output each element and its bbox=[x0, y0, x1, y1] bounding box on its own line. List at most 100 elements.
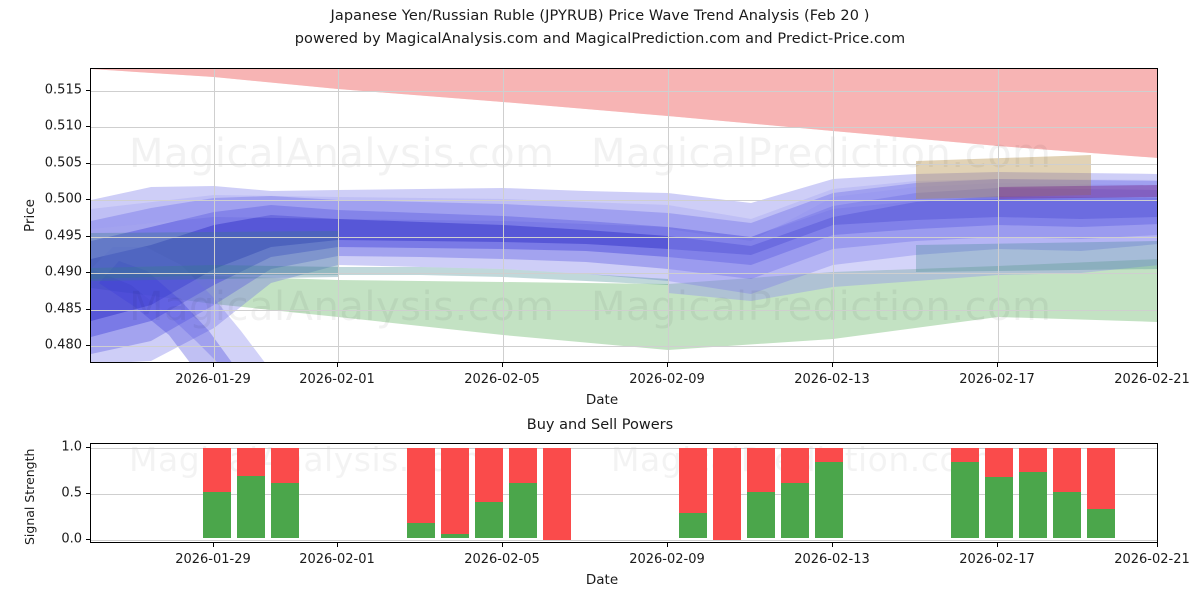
sell-power-segment bbox=[203, 448, 231, 494]
wave-plume-left-2 bbox=[99, 261, 232, 362]
gridline-h bbox=[91, 494, 1157, 495]
ytick-mark bbox=[86, 272, 90, 274]
power-bar[interactable] bbox=[203, 444, 231, 542]
power-bar[interactable] bbox=[781, 444, 809, 542]
buy-power-segment bbox=[679, 513, 707, 538]
power-bar[interactable] bbox=[543, 444, 571, 542]
price-chart-panel: MagicalAnalysis.com MagicalPrediction.co… bbox=[90, 68, 1158, 363]
sell-power-segment bbox=[271, 448, 299, 485]
xtick-mark bbox=[1157, 363, 1159, 367]
power-bar[interactable] bbox=[679, 444, 707, 542]
ytick-mark bbox=[86, 309, 90, 311]
buy-power-segment bbox=[407, 523, 435, 538]
sell-power-segment bbox=[441, 448, 469, 536]
xtick-mark bbox=[502, 543, 504, 547]
xtick-label: 2026-02-05 bbox=[464, 372, 540, 387]
ytick-label: 0.480 bbox=[44, 337, 82, 353]
xtick-label: 2026-02-09 bbox=[629, 372, 705, 387]
xtick-mark bbox=[1157, 543, 1159, 547]
power-bar[interactable] bbox=[1053, 444, 1081, 542]
sell-power-segment bbox=[747, 448, 775, 494]
power-bar[interactable] bbox=[951, 444, 979, 542]
xtick-label: 2026-02-05 bbox=[464, 552, 540, 567]
power-bar[interactable] bbox=[713, 444, 741, 542]
buy-power-segment bbox=[509, 483, 537, 538]
overlap-teal-right bbox=[916, 241, 1157, 272]
buy-power-segment bbox=[815, 462, 843, 538]
gridline-h bbox=[91, 540, 1157, 541]
gridline-h bbox=[91, 273, 1157, 274]
ytick-label: 0.515 bbox=[44, 82, 82, 98]
ytick-mark bbox=[86, 199, 90, 201]
ytick-mark bbox=[86, 126, 90, 128]
power-bar[interactable] bbox=[1087, 444, 1115, 542]
sell-power-segment bbox=[475, 448, 503, 504]
ytick-mark bbox=[86, 345, 90, 347]
power-bar[interactable] bbox=[475, 444, 503, 542]
ytick-label: 0.505 bbox=[44, 155, 82, 171]
support-band bbox=[91, 259, 1157, 350]
buy-power-segment bbox=[237, 476, 265, 538]
xtick-label: 2026-02-13 bbox=[794, 552, 870, 567]
ytick-mark bbox=[86, 539, 90, 541]
ytick-label: 0.510 bbox=[44, 118, 82, 134]
sell-power-segment bbox=[543, 448, 571, 540]
buy-power-segment bbox=[1087, 509, 1115, 538]
buy-power-segment bbox=[951, 462, 979, 538]
power-bar[interactable] bbox=[441, 444, 469, 542]
power-bar[interactable] bbox=[509, 444, 537, 542]
overlap-block-right bbox=[916, 155, 1091, 199]
power-bar[interactable] bbox=[747, 444, 775, 542]
sell-power-segment bbox=[985, 448, 1013, 479]
wave-cone-lavender bbox=[668, 183, 1157, 301]
xtick-label: 2026-02-13 bbox=[794, 372, 870, 387]
xtick-mark bbox=[997, 363, 999, 367]
gridline-h bbox=[91, 164, 1157, 165]
xtick-label: 2026-02-21 bbox=[1114, 372, 1190, 387]
gridline-v bbox=[214, 69, 215, 362]
sell-power-segment bbox=[815, 448, 843, 464]
power-bar[interactable] bbox=[815, 444, 843, 542]
buy-power-segment bbox=[781, 483, 809, 538]
sell-power-segment bbox=[951, 448, 979, 464]
buy-power-segment bbox=[1019, 472, 1047, 538]
gridline-v bbox=[338, 69, 339, 362]
xtick-label: 2026-02-01 bbox=[299, 372, 375, 387]
power-bar[interactable] bbox=[1019, 444, 1047, 542]
gridline-h bbox=[91, 346, 1157, 347]
xtick-mark bbox=[832, 543, 834, 547]
buy-power-segment bbox=[1053, 492, 1081, 538]
power-bar[interactable] bbox=[407, 444, 435, 542]
wave-cone-lavender-left bbox=[91, 179, 1157, 237]
sell-power-segment bbox=[1019, 448, 1047, 474]
xtick-mark bbox=[337, 363, 339, 367]
powers-yaxis-label: Signal Strength bbox=[22, 448, 37, 545]
page-title: Japanese Yen/Russian Ruble (JPYRUB) Pric… bbox=[330, 8, 870, 24]
power-bar[interactable] bbox=[271, 444, 299, 542]
ytick-label: 0.495 bbox=[44, 228, 82, 244]
xtick-mark bbox=[667, 363, 669, 367]
buy-power-segment bbox=[747, 492, 775, 538]
xtick-label: 2026-02-21 bbox=[1114, 552, 1190, 567]
xtick-mark bbox=[997, 543, 999, 547]
wave-band-outer bbox=[91, 172, 1157, 362]
buy-power-segment bbox=[985, 477, 1013, 538]
bars-layer bbox=[91, 444, 1157, 542]
gridline-v bbox=[833, 69, 834, 362]
overlap-sliver-purple bbox=[998, 185, 1157, 199]
powers-chart-panel: MagicalAnalysis.com MagicalPrediction.co… bbox=[90, 443, 1158, 543]
gridline-h bbox=[91, 448, 1157, 449]
sell-power-segment bbox=[237, 448, 265, 478]
xtick-label: 2026-02-17 bbox=[959, 372, 1035, 387]
ytick-label: 0.5 bbox=[61, 485, 82, 501]
power-bar[interactable] bbox=[237, 444, 265, 542]
sell-power-segment bbox=[407, 448, 435, 525]
power-bar[interactable] bbox=[985, 444, 1013, 542]
xtick-label: 2026-02-17 bbox=[959, 552, 1035, 567]
sell-power-segment bbox=[1053, 448, 1081, 494]
ytick-mark bbox=[86, 163, 90, 165]
gridline-h bbox=[91, 91, 1157, 92]
buy-power-segment bbox=[441, 534, 469, 538]
xtick-mark bbox=[213, 363, 215, 367]
